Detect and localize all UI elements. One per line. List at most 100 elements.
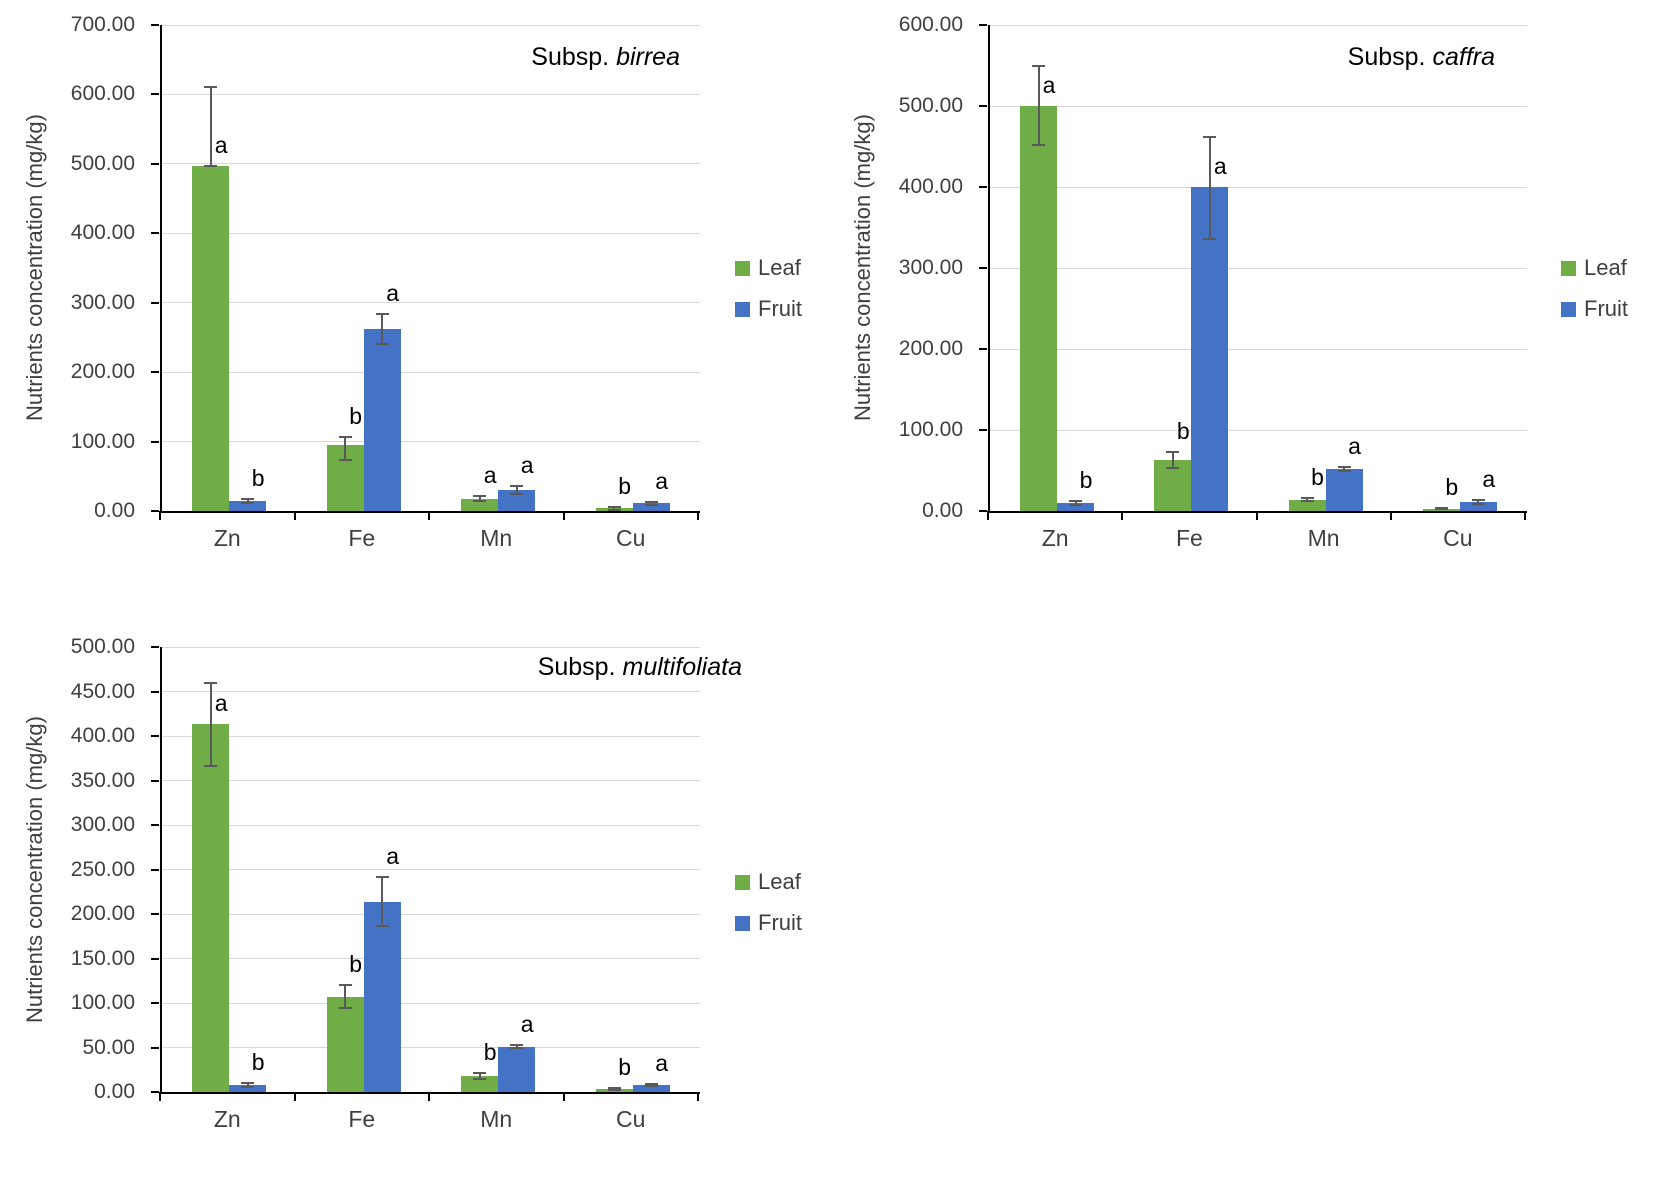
legend-item-leaf: Leaf — [735, 256, 802, 280]
error-bar-cap-bottom — [1032, 143, 1046, 146]
bar-fruit-cu — [1459, 502, 1497, 511]
y-tick-label: 500.00 — [70, 151, 135, 175]
gridline-500 — [162, 163, 700, 165]
x-tick-mark — [1121, 511, 1124, 520]
bar-fruit-mn — [498, 1046, 536, 1092]
y-tick-label: 600.00 — [70, 82, 135, 106]
bar-fruit-mn — [1325, 468, 1363, 511]
title-species: birrea — [616, 43, 680, 71]
legend-label-leaf: Leaf — [758, 255, 801, 280]
error-bar-cap-top — [1471, 499, 1485, 502]
bar-leaf-zn — [1020, 106, 1058, 511]
y-tick-label: 150.00 — [70, 946, 135, 970]
y-tick-label: 700.00 — [70, 13, 135, 36]
bar-leaf-mn — [461, 1075, 499, 1092]
error-bar — [1171, 451, 1174, 469]
error-bar-cap-bottom — [473, 1077, 487, 1080]
y-tick-label: 100.00 — [70, 429, 135, 453]
significance-letter: a — [655, 1049, 669, 1076]
y-tick-mark — [979, 510, 987, 512]
error-bar-cap-bottom — [204, 164, 218, 167]
error-bar — [650, 501, 653, 505]
y-tick-mark — [979, 105, 987, 107]
legend-label-leaf: Leaf — [758, 869, 801, 894]
y-tick-mark — [151, 646, 159, 648]
gridline-200 — [990, 348, 1527, 350]
gridline-100 — [162, 441, 700, 443]
significance-letter: a — [214, 690, 228, 717]
y-tick-mark — [151, 779, 159, 782]
y-tick-label: 0.00 — [94, 1080, 135, 1103]
legend-item-fruit: Fruit — [735, 911, 802, 935]
error-bar-cap-top — [1337, 466, 1351, 469]
x-tick-mark — [697, 511, 699, 520]
x-tick-mark — [562, 1092, 565, 1101]
error-bar — [1343, 467, 1346, 471]
error-bar — [1074, 501, 1077, 505]
y-tick-mark — [151, 1091, 159, 1093]
error-bar — [515, 486, 518, 495]
y-tick-label: 200.00 — [898, 337, 963, 360]
error-bar — [344, 985, 347, 1009]
bar-fruit-fe — [363, 901, 401, 1092]
x-category-label: Mn — [480, 1106, 513, 1132]
y-tick-label: 500.00 — [70, 635, 135, 658]
bar-fruit-cu — [632, 503, 670, 511]
y-tick-mark — [151, 957, 159, 960]
error-bar-cap-top — [1203, 135, 1217, 138]
y-tick-label: 350.00 — [70, 768, 135, 792]
error-bar-cap-bottom — [241, 501, 255, 504]
title-species: caffra — [1432, 43, 1495, 71]
y-tick-label: 250.00 — [70, 857, 135, 881]
error-bar-cap-top — [241, 1082, 255, 1085]
x-tick-mark — [293, 1092, 296, 1101]
x-tick-mark — [697, 1092, 699, 1101]
bar-fruit-zn — [1057, 502, 1095, 511]
chart-subsp-multifoliata: Nutrients concentration (mg/kg) Subsp. m… — [0, 585, 828, 1197]
y-tick-mark — [151, 735, 159, 737]
y-tick-label: 400.00 — [70, 221, 135, 245]
y-tick-mark — [151, 690, 159, 693]
significance-letter: b — [618, 1054, 632, 1081]
error-bar-cap-bottom — [1203, 237, 1217, 240]
bar-fruit-fe — [363, 329, 401, 511]
error-bar — [1306, 498, 1309, 502]
x-category-label: Zn — [213, 1106, 241, 1132]
error-bar — [381, 313, 384, 345]
error-bar-cap-top — [473, 1072, 487, 1075]
y-tick-mark — [151, 440, 159, 443]
gridline-500 — [990, 105, 1527, 107]
error-bar — [381, 876, 384, 927]
error-bar — [246, 1083, 249, 1087]
legend-birrea: Leaf Fruit — [735, 256, 802, 338]
legend-item-fruit: Fruit — [1561, 297, 1628, 321]
error-bar-cap-top — [607, 1087, 621, 1090]
chart-title-multifoliata: Subsp. multifoliata — [538, 653, 742, 682]
y-tick-label: 450.00 — [70, 679, 135, 703]
error-bar-cap-bottom — [1471, 502, 1485, 505]
leaf-swatch-icon — [1561, 260, 1576, 276]
significance-letter: b — [349, 951, 363, 978]
x-category-label: Zn — [213, 525, 241, 551]
x-tick-mark — [293, 511, 296, 520]
bar-leaf-fe — [326, 996, 364, 1092]
y-tick-mark — [151, 868, 159, 871]
y-tick-label: 100.00 — [898, 418, 963, 441]
y-tick-label: 200.00 — [70, 902, 135, 925]
y-tick-label: 100.00 — [70, 991, 135, 1014]
x-category-label: Fe — [348, 525, 376, 551]
chart-subsp-caffra: Nutrients concentration (mg/kg) Subsp. c… — [828, 0, 1654, 585]
chart-title-caffra: Subsp. caffra — [1348, 43, 1495, 72]
significance-letter: b — [618, 472, 632, 499]
error-bar-cap-top — [473, 494, 487, 497]
fruit-swatch-icon — [735, 915, 750, 931]
title-species: multifoliata — [622, 653, 743, 681]
error-bar — [515, 1045, 518, 1048]
bar-fruit-zn — [229, 500, 267, 511]
error-bar — [209, 682, 212, 767]
x-category-label: Mn — [1307, 525, 1340, 551]
title-prefix: Subsp. — [531, 43, 610, 71]
